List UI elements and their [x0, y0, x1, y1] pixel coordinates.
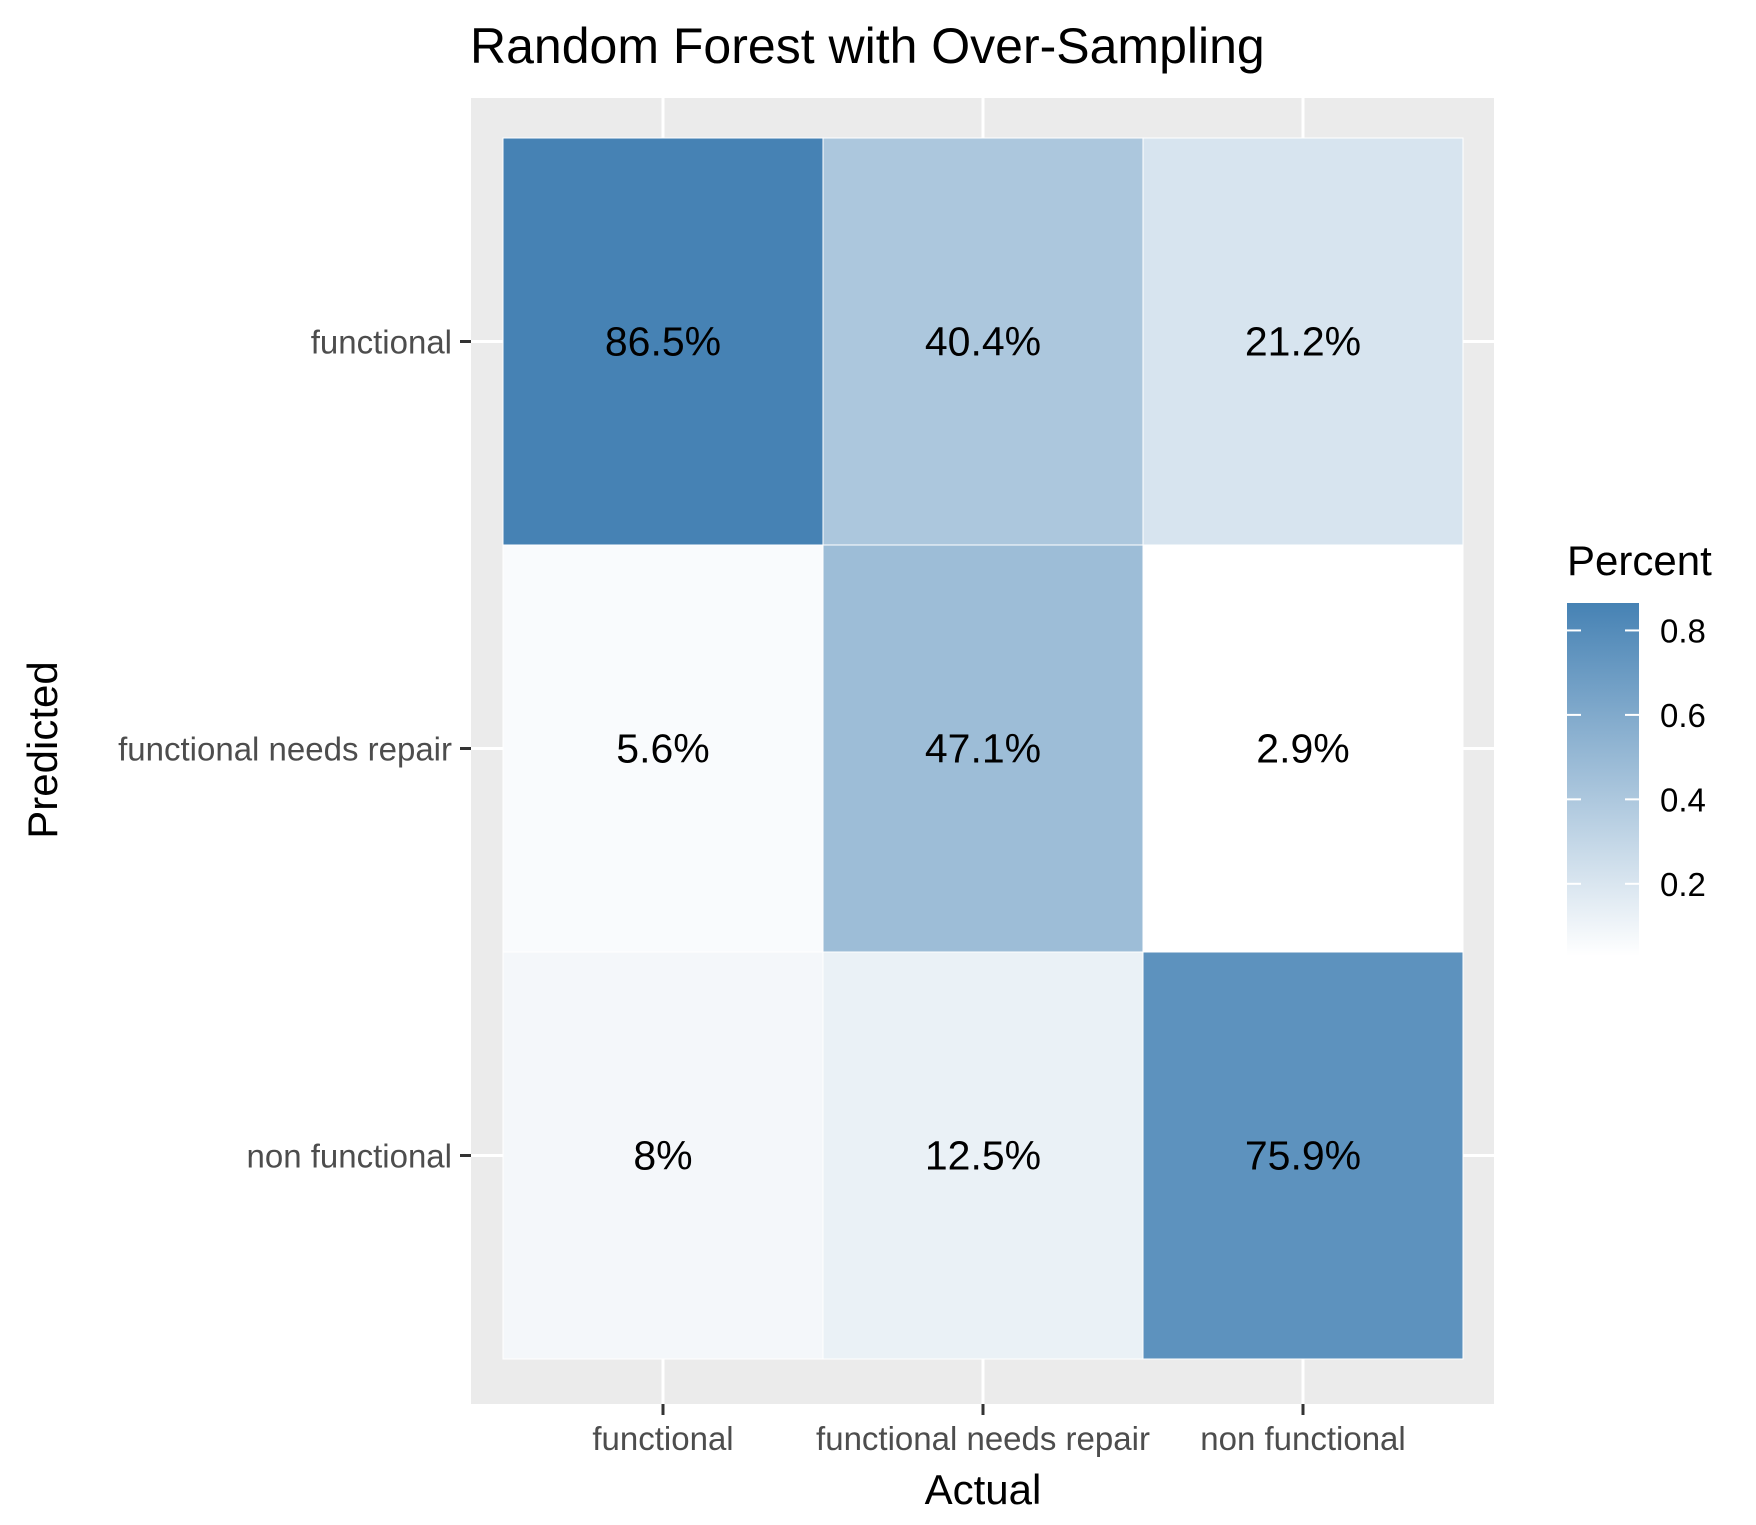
heatmap-cell-non-functional-vs-functional: [502, 951, 824, 1360]
legend-colorbar: [1567, 603, 1639, 956]
cell-label-non-functional-vs-functional: 8%: [633, 1133, 692, 1179]
cell-label-functional-vs-functional-needs-repair: 40.4%: [925, 319, 1041, 365]
cell-label-functional-needs-repair-vs-functional: 5.6%: [616, 726, 709, 772]
heatmap-cells: [502, 137, 1464, 1360]
cell-label-non-functional-vs-non-functional: 75.9%: [1245, 1133, 1361, 1179]
cell-label-non-functional-vs-functional-needs-repair: 12.5%: [925, 1133, 1041, 1179]
legend-ticks: 0.2 0.4 0.6 0.8: [1567, 612, 1706, 903]
cell-label-functional-needs-repair-vs-non-functional: 2.9%: [1256, 726, 1349, 772]
heatmap-cell-functional-needs-repair-vs-non-functional: [1142, 544, 1464, 953]
heatmap-cell-non-functional-vs-functional-needs-repair: [822, 951, 1144, 1360]
heatmap-cell-non-functional-vs-non-functional: [1142, 951, 1464, 1360]
x-tick-label-functional-needs-repair: functional needs repair: [816, 1420, 1150, 1457]
y-axis: functional functional needs repair non fun…: [118, 324, 471, 1175]
x-axis: functional functional needs repair non fun…: [592, 1404, 1406, 1457]
legend: Percent 0.2 0.4 0.6 0.8: [1567, 537, 1712, 956]
heatmap-cell-functional-vs-non-functional: [1142, 137, 1464, 546]
cell-labels: 86.5% 40.4% 21.2% 5.6% 47.1% 2.9% 8% 12.5% 75.9%: [605, 319, 1361, 1179]
legend-tick-label-1: 0.4: [1660, 781, 1706, 818]
x-axis-title: Actual: [925, 1466, 1042, 1513]
heatmap-cell-functional-needs-repair-vs-functional-needs-repair: [822, 544, 1144, 953]
y-tick-label-functional: functional: [311, 324, 452, 361]
legend-tick-label-2: 0.6: [1660, 697, 1706, 734]
y-tick-label-functional-needs-repair: functional needs repair: [118, 731, 452, 768]
legend-tick-label-0: 0.2: [1660, 866, 1706, 903]
x-tick-label-non-functional: non functional: [1200, 1420, 1406, 1457]
y-tick-label-non-functional: non functional: [247, 1138, 453, 1175]
x-tick-label-functional: functional: [592, 1420, 733, 1457]
chart-title: Random Forest with Over-Sampling: [470, 18, 1265, 74]
heatmap-cell-functional-vs-functional-needs-repair: [822, 137, 1144, 546]
cell-label-functional-vs-functional: 86.5%: [605, 319, 721, 365]
legend-title: Percent: [1567, 537, 1712, 584]
legend-tick-label-3: 0.8: [1660, 612, 1706, 649]
cell-label-functional-needs-repair-vs-functional-needs-repair: 47.1%: [925, 726, 1041, 772]
y-axis-title: Predicted: [19, 661, 66, 838]
heatmap-cell-functional-needs-repair-vs-functional: [502, 544, 824, 953]
cell-label-functional-vs-non-functional: 21.2%: [1245, 319, 1361, 365]
